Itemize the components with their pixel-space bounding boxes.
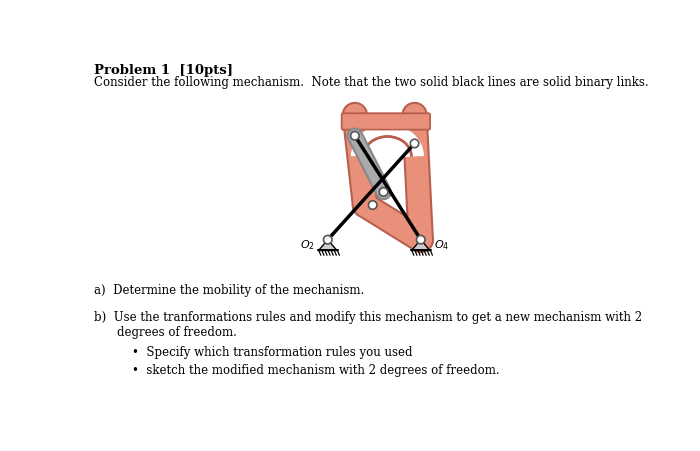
- Circle shape: [379, 188, 388, 196]
- FancyBboxPatch shape: [342, 113, 430, 129]
- Circle shape: [410, 139, 419, 147]
- Text: a)  Determine the mobility of the mechanism.: a) Determine the mobility of the mechani…: [94, 284, 365, 297]
- Text: $O_4$: $O_4$: [434, 238, 449, 252]
- Circle shape: [418, 237, 424, 243]
- Text: •  sketch the modified mechanism with 2 degrees of freedom.: • sketch the modified mechanism with 2 d…: [132, 364, 500, 377]
- Wedge shape: [363, 133, 412, 156]
- Polygon shape: [412, 239, 429, 250]
- Text: Problem 1  [10pts]: Problem 1 [10pts]: [94, 64, 234, 77]
- Text: $O_2$: $O_2$: [300, 238, 314, 252]
- Circle shape: [323, 235, 332, 244]
- Polygon shape: [319, 239, 336, 250]
- Circle shape: [351, 132, 359, 140]
- Text: •  Specify which transformation rules you used: • Specify which transformation rules you…: [132, 346, 413, 359]
- Circle shape: [368, 201, 377, 209]
- Text: b)  Use the tranformations rules and modify this mechanism to get a new mechanis: b) Use the tranformations rules and modi…: [94, 311, 643, 323]
- Circle shape: [325, 237, 331, 243]
- FancyBboxPatch shape: [342, 113, 430, 129]
- Text: degrees of freedom.: degrees of freedom.: [117, 326, 237, 339]
- Text: Consider the following mechanism.  Note that the two solid black lines are solid: Consider the following mechanism. Note t…: [94, 77, 649, 89]
- Circle shape: [416, 235, 425, 244]
